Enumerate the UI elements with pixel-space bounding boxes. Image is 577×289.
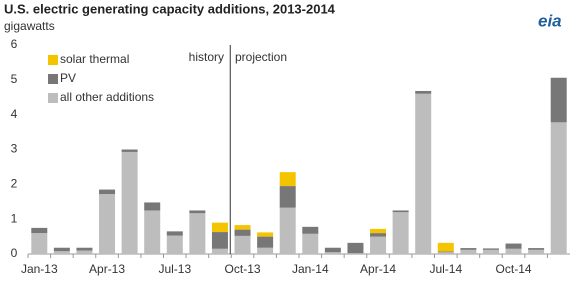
- x-tick-label: Apr-14: [360, 262, 396, 276]
- legend-swatch: [48, 93, 58, 103]
- bar-segment: [234, 229, 251, 236]
- bar-segment: [347, 253, 364, 254]
- y-tick-label: 2: [11, 177, 18, 191]
- legend-label: solar thermal: [60, 52, 129, 66]
- legend-swatch: [48, 55, 58, 65]
- bar-segment: [211, 232, 228, 249]
- bar-segment: [144, 202, 161, 211]
- bar-segment: [505, 243, 522, 249]
- bar-segment: [437, 251, 454, 253]
- bar-segment: [31, 227, 48, 234]
- bar-segment: [324, 247, 341, 253]
- bar-segment: [370, 233, 387, 237]
- bar-segment: [257, 247, 274, 254]
- x-tick-label: Jul-13: [158, 262, 191, 276]
- y-tick-label: 4: [11, 107, 18, 121]
- bar-segment: [347, 242, 364, 254]
- bar-segment: [189, 210, 206, 214]
- bar-segment: [166, 235, 183, 254]
- bar-segment: [324, 252, 341, 254]
- logo: eia: [538, 11, 562, 30]
- bar-segment: [415, 93, 432, 255]
- bar-segment: [211, 248, 228, 254]
- bar-segment: [482, 248, 499, 250]
- bar-segment: [257, 236, 274, 248]
- x-tick-label: Jan-13: [21, 262, 58, 276]
- bar-segment: [279, 207, 296, 254]
- bar-segment: [302, 226, 319, 234]
- y-tick-label: 6: [11, 37, 18, 51]
- y-tick-label: 5: [11, 72, 18, 86]
- bar-segment: [121, 149, 138, 152]
- bar-segment: [211, 222, 228, 233]
- bar-segment: [302, 233, 319, 254]
- bar-segment: [189, 213, 206, 254]
- bar-segment: [370, 228, 387, 234]
- y-tick-label: 3: [11, 142, 18, 156]
- bar-segment: [144, 210, 161, 254]
- bar-segment: [99, 194, 116, 254]
- bar-segment: [257, 232, 274, 237]
- bar-segment: [460, 249, 477, 254]
- bar-segment: [166, 231, 183, 236]
- x-tick-label: Jan-14: [292, 262, 329, 276]
- bar-segment: [550, 77, 567, 123]
- annotation: history: [189, 50, 224, 64]
- x-tick-label: Oct-13: [225, 262, 261, 276]
- bar-segment: [550, 122, 567, 254]
- bar-segment: [460, 248, 477, 250]
- bar-segment: [528, 249, 545, 254]
- bar-segment: [31, 233, 48, 254]
- bar-segment: [437, 252, 454, 254]
- bar-segment: [234, 235, 251, 254]
- bar-segment: [415, 90, 432, 94]
- y-tick-label: 1: [11, 211, 18, 225]
- bar-segment: [279, 172, 296, 187]
- x-tick-label: Apr-13: [89, 262, 125, 276]
- bar-segment: [279, 186, 296, 208]
- bar-segment: [99, 189, 116, 195]
- legend-label: all other additions: [60, 90, 154, 104]
- bar-segment: [505, 248, 522, 254]
- x-tick-label: Jul-14: [429, 262, 462, 276]
- legend-label: PV: [60, 71, 76, 85]
- bar-segment: [121, 151, 138, 254]
- bar-segment: [76, 247, 93, 251]
- bar-segment: [53, 251, 70, 254]
- bar-segment: [528, 248, 545, 250]
- x-tick-label: Oct-14: [496, 262, 532, 276]
- bar-segment: [370, 236, 387, 254]
- bar-segment: [392, 212, 409, 254]
- y-tick-label: 0: [11, 246, 18, 260]
- bar-segment: [482, 249, 499, 254]
- bar-segment: [437, 242, 454, 252]
- bar-segment: [53, 247, 70, 252]
- annotation: projection: [235, 50, 287, 64]
- bar-segment: [76, 250, 93, 254]
- chart-title: U.S. electric generating capacity additi…: [4, 1, 336, 16]
- bar-segment: [234, 225, 251, 230]
- legend-swatch: [48, 74, 58, 84]
- chart-subtitle: gigawatts: [4, 19, 55, 33]
- bar-segment: [392, 210, 409, 213]
